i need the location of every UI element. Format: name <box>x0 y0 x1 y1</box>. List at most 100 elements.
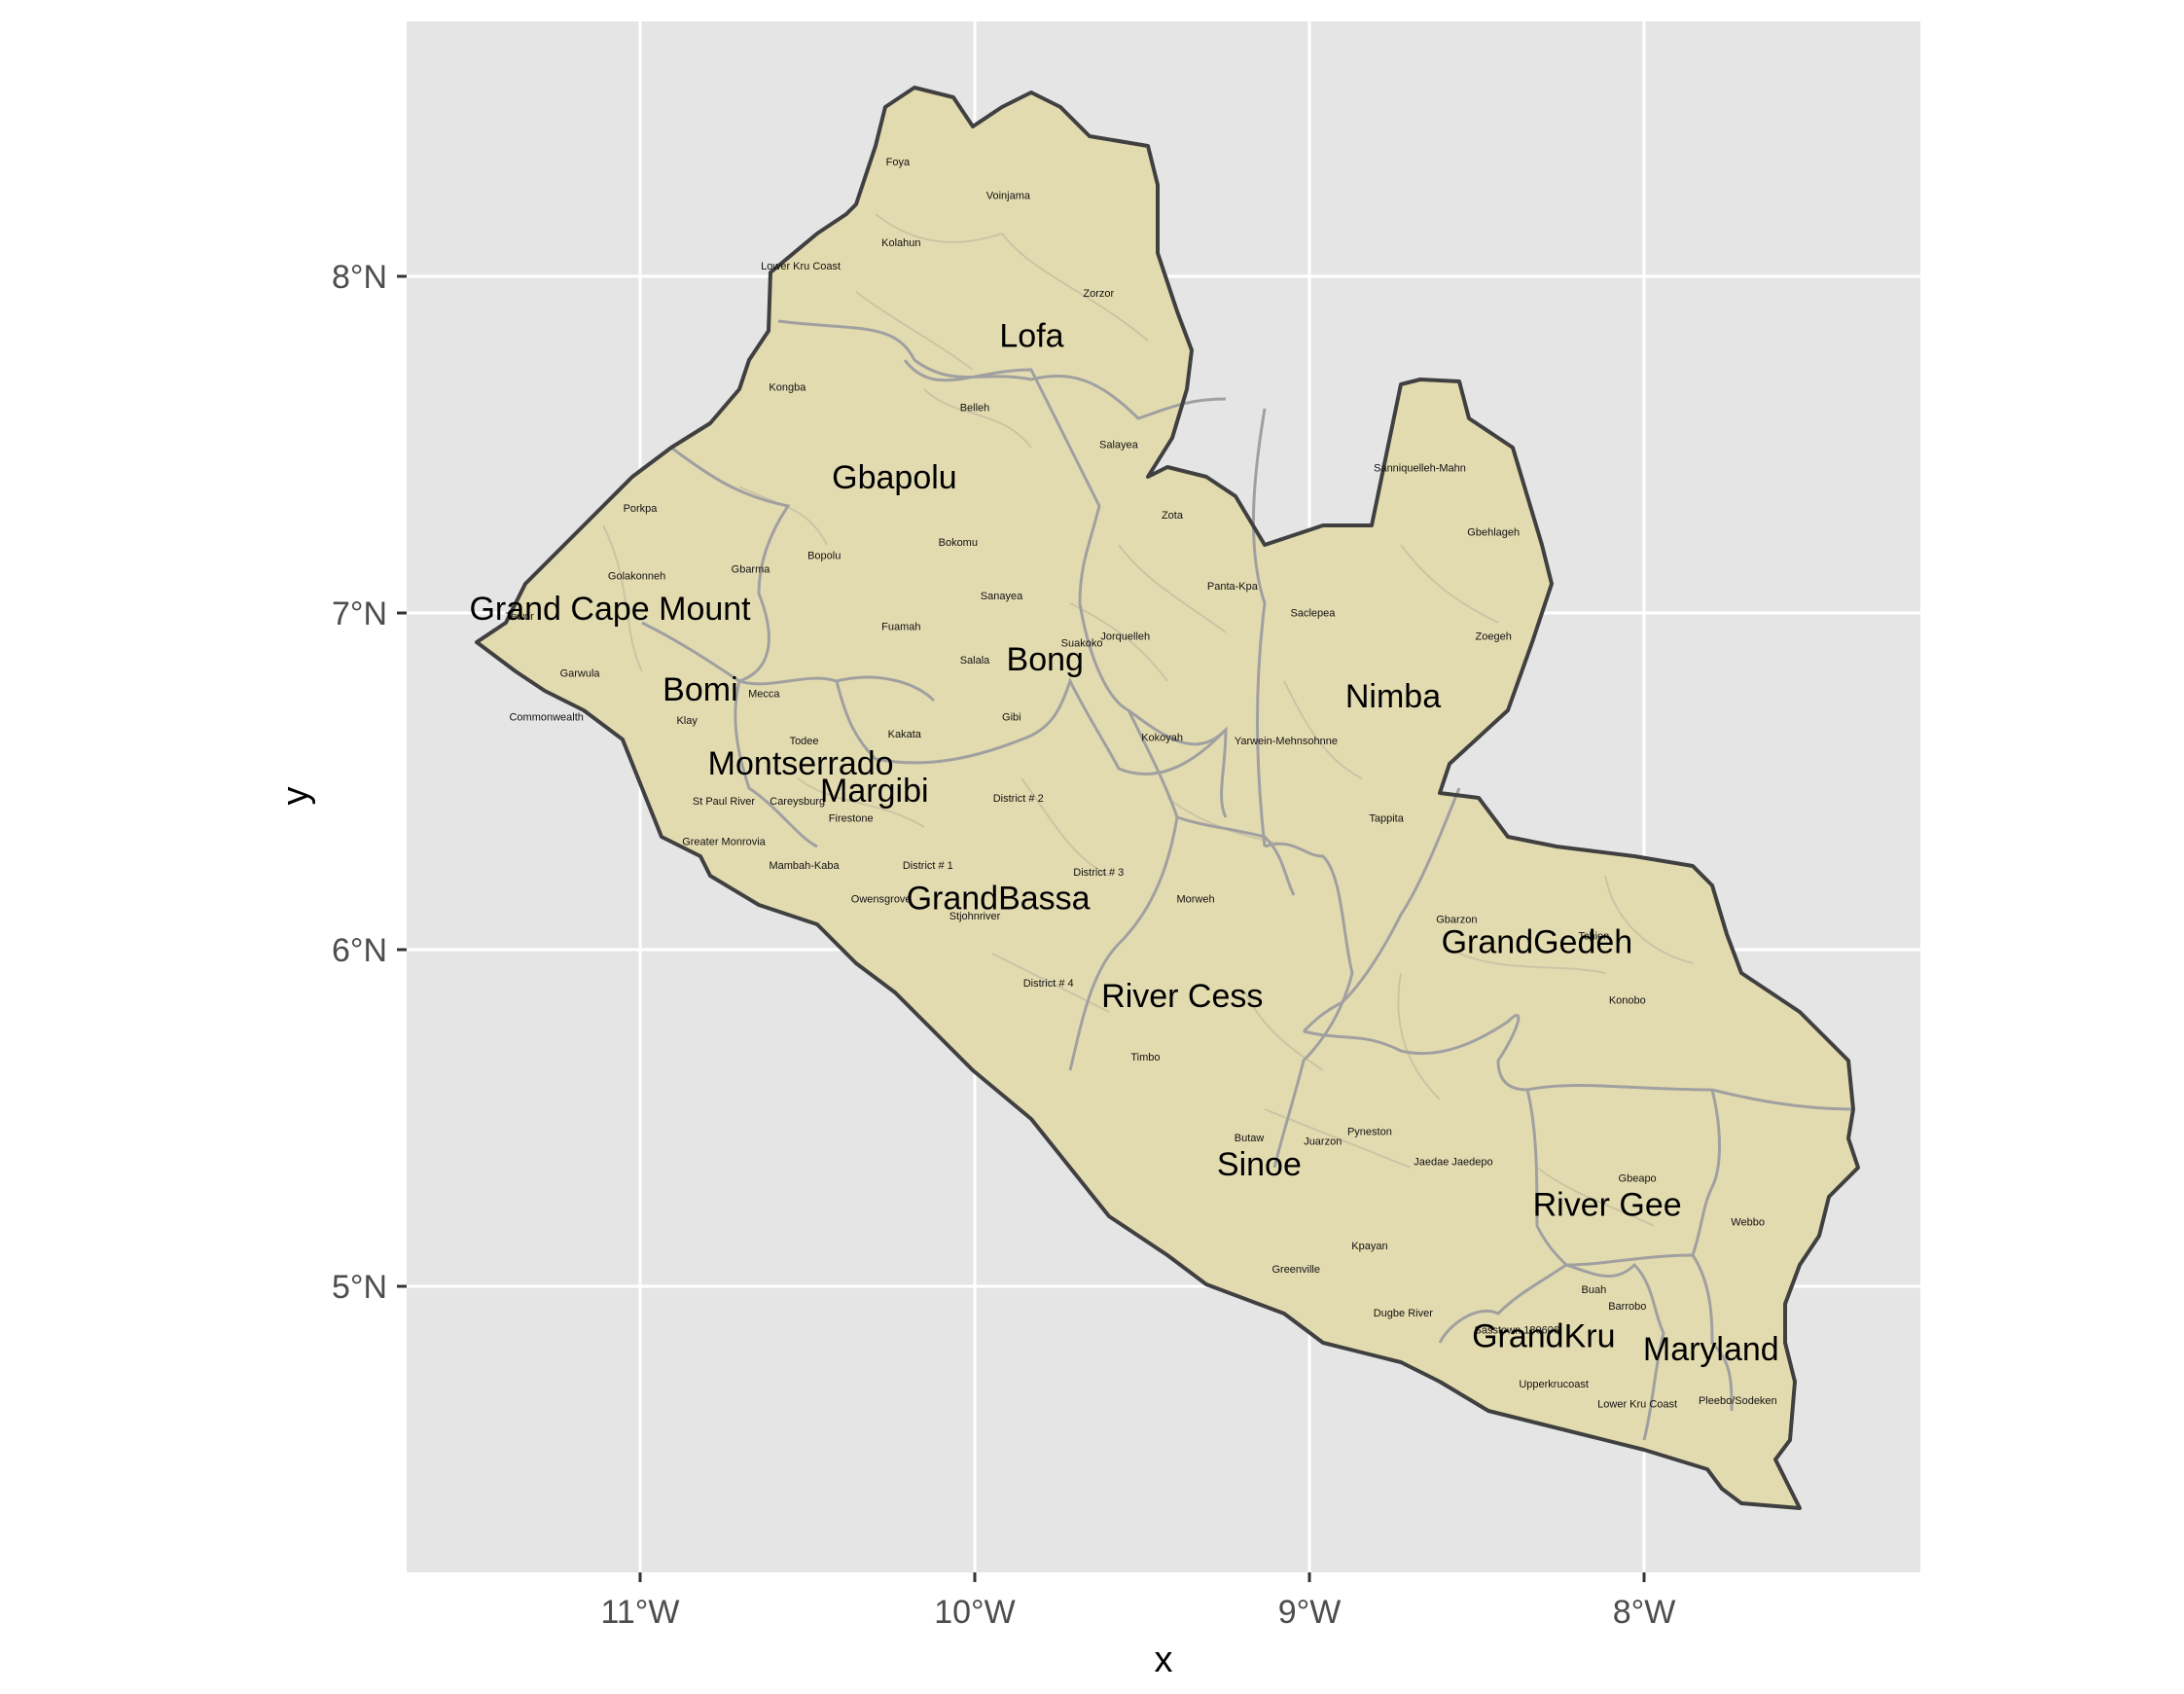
county-label: GrandGedeh <box>1442 923 1633 960</box>
district-label: Klay <box>676 715 698 727</box>
county-boundary <box>641 621 936 703</box>
district-label: Greenville <box>1271 1264 1320 1276</box>
district-label: Webbo <box>1731 1217 1765 1229</box>
district-boundary <box>1400 544 1499 624</box>
county-boundary <box>1264 842 1354 1169</box>
county-boundary <box>1302 787 1461 1033</box>
district-label: Kakata <box>888 729 922 740</box>
x-tick-label: 11°W <box>601 1594 680 1631</box>
district-label: Sanayea <box>981 591 1023 602</box>
district-labels: Foya Voinjama Kolahun Lower Kru Coast Zorzor… <box>505 157 1776 1411</box>
county-boundary <box>1565 1262 1665 1441</box>
y-tick-label: 7°N <box>332 595 387 632</box>
district-label: Belleh <box>960 402 990 414</box>
county-label: Bomi <box>662 671 737 708</box>
district-label: Salayea <box>1099 439 1139 451</box>
county-label: Margibi <box>820 773 928 810</box>
county-label: Montserrado <box>708 745 894 782</box>
district-label: Zoegeh <box>1476 631 1512 643</box>
district-label: Golakonneh <box>608 570 665 582</box>
district-boundary <box>923 388 1032 449</box>
district-label: Yarwein-Mehnsohnne <box>1235 736 1338 747</box>
district-label: District # 3 <box>1073 867 1124 879</box>
district-label: Dugbe River <box>1374 1308 1433 1319</box>
district-label: Bokomu <box>939 537 978 549</box>
district-label: Panta-Kpa <box>1207 581 1259 593</box>
county-label: River Gee <box>1533 1186 1682 1223</box>
district-boundary <box>797 777 925 828</box>
county-label: Grand Cape Mount <box>469 591 751 628</box>
county-boundary <box>835 677 1228 775</box>
district-boundary <box>991 953 1110 1013</box>
district-boundary <box>855 291 974 371</box>
district-label: Gbarma <box>732 563 771 575</box>
district-label: Kokoyah <box>1141 732 1183 743</box>
county-labels: Lofa Gbapolu Grand Cape Mount Bong Nimba Bomi… <box>469 318 1778 1368</box>
district-label: St Paul River <box>693 796 756 808</box>
district-label: Mambah-Kaba <box>769 860 840 872</box>
county-boundary <box>903 359 1129 712</box>
district-boundary <box>1001 233 1149 342</box>
county-label: Maryland <box>1643 1331 1779 1368</box>
x-tick-label: 10°W <box>934 1594 1016 1631</box>
district-label: Buah <box>1582 1284 1607 1296</box>
district-label: Barrobo <box>1608 1301 1646 1313</box>
county-boundary <box>1438 1089 1569 1344</box>
district-boundary <box>1604 875 1694 964</box>
county-label: GrandKru <box>1472 1317 1615 1354</box>
district-label: Zorzor <box>1083 288 1114 300</box>
district-label: Greater Monrovia <box>682 837 766 848</box>
county-label: Gbapolu <box>832 459 957 496</box>
district-label: Upperkrucoast <box>1519 1379 1589 1390</box>
county-boundary <box>1565 1253 1734 1412</box>
county-boundary <box>777 319 1227 420</box>
county-boundary <box>1068 709 1179 1071</box>
district-label: Saclepea <box>1291 607 1337 619</box>
district-label: Stjohnriver <box>949 911 1001 922</box>
district-label: Jorquelleh <box>1100 631 1150 643</box>
district-label: District # 2 <box>993 793 1044 805</box>
district-label: Lower Kru Coast <box>1597 1399 1677 1411</box>
county-boundary <box>734 680 818 848</box>
county-boundary <box>670 446 791 683</box>
district-label: Gbehlageh <box>1467 526 1520 538</box>
district-label: Tchien <box>1579 931 1610 943</box>
district-label: Lower Kru Coast <box>761 261 841 272</box>
x-axis-title: x <box>1155 1640 1173 1680</box>
district-boundary <box>1264 1108 1412 1169</box>
district-label: Butaw <box>1235 1133 1265 1144</box>
county-boundary <box>1128 708 1228 818</box>
district-label: Pleebo/Sodeken <box>1699 1395 1777 1407</box>
y-axis: 8°N 7°N 6°N 5°N <box>332 259 407 1306</box>
county-boundary <box>1691 1089 1721 1256</box>
district-label: District # 4 <box>1023 978 1074 990</box>
district-label: Kpayan <box>1351 1241 1387 1252</box>
district-boundary <box>1283 680 1363 779</box>
county-boundary <box>1526 1084 1854 1111</box>
county-label: Bong <box>1007 641 1084 678</box>
district-boundary <box>1397 972 1441 1100</box>
x-axis: 11°W 10°W 9°W 8°W <box>601 1572 1675 1631</box>
district-label: Kongba <box>769 382 806 394</box>
district-label: Fuamah <box>881 621 920 632</box>
y-tick-label: 5°N <box>332 1269 387 1306</box>
district-boundary <box>738 486 828 546</box>
county-label: GrandBassa <box>907 880 1091 917</box>
district-label: Tewor <box>505 611 534 623</box>
county-boundary <box>1303 1014 1528 1092</box>
district-label: Pyneston <box>1347 1126 1392 1137</box>
district-label: Mecca <box>748 689 780 701</box>
district-label: Timbo <box>1130 1052 1160 1063</box>
district-label: Bopolu <box>807 551 841 562</box>
district-label: Suakoko <box>1061 638 1103 650</box>
district-boundary <box>875 213 1003 243</box>
district-label: Kolahun <box>881 237 920 249</box>
district-label: Firestone <box>829 813 874 825</box>
district-label: Zota <box>1162 510 1184 522</box>
county-label: River Cess <box>1101 978 1263 1015</box>
district-boundary <box>1536 1167 1655 1227</box>
district-label: Gibi <box>1002 712 1021 724</box>
county-boundaries <box>475 86 1860 1510</box>
district-label: Careysburg <box>770 796 825 808</box>
